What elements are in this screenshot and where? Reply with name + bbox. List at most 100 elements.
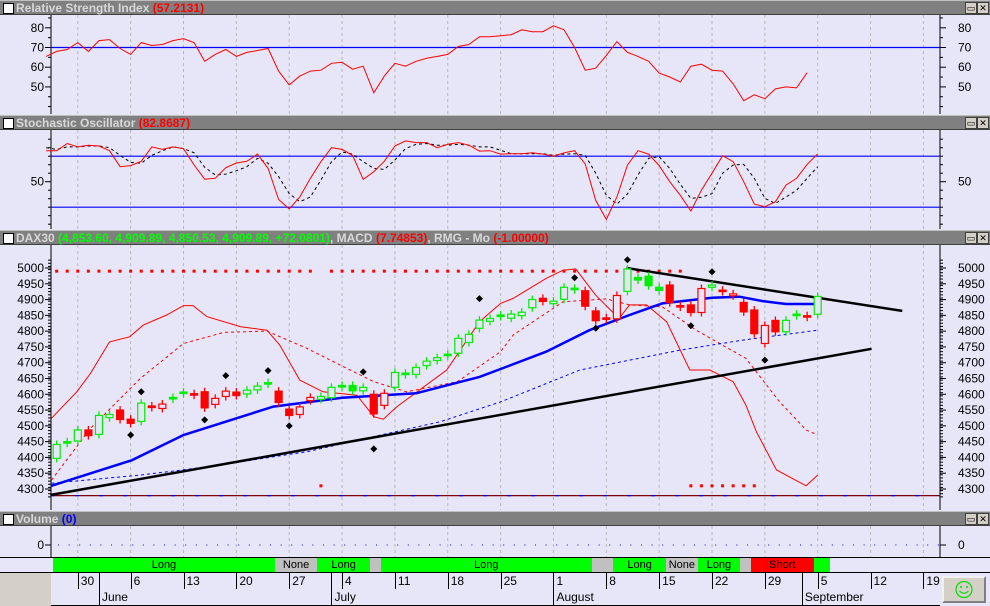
volume-close-button[interactable]: ✕ (977, 513, 989, 525)
volume-zero-dot (757, 544, 759, 546)
candle-body (105, 413, 114, 419)
candle-body (316, 395, 326, 400)
rsi-panel-checkbox[interactable] (3, 3, 14, 14)
top-signal-dot (414, 269, 418, 273)
stochastic-title: Stochastic Oscillator (16, 116, 136, 130)
date-tick-label: 25 (500, 573, 517, 589)
volume-zero-dot (439, 544, 441, 546)
volume-zero-dot (863, 544, 865, 546)
price-panel-checkbox[interactable] (3, 233, 14, 244)
candle-body (115, 409, 125, 421)
signal-segment-none: None (274, 558, 318, 572)
y-tick-label-left: 0 (37, 538, 44, 552)
rsi-line (45, 25, 808, 102)
bottom-signal-dot (731, 484, 735, 488)
rsi-close-button[interactable]: ✕ (977, 2, 989, 14)
volume-zero-dot (280, 544, 282, 546)
volume-zero-dot (174, 544, 176, 546)
top-signal-dot (446, 269, 450, 273)
volume-zero-dot (460, 544, 462, 546)
volume-zero-dot (577, 544, 579, 546)
top-signal-dot (129, 269, 133, 273)
date-tick-label: 29 (764, 573, 781, 589)
status-button[interactable] (942, 576, 986, 603)
signal-segment-long: Long (613, 558, 667, 572)
top-signal-dot (182, 269, 186, 273)
signal-segment-long: Long (697, 558, 740, 572)
y-tick-label-left: 4350 (17, 466, 44, 480)
stochastic-maximize-button[interactable]: ▭ (965, 117, 977, 129)
signal-segment-none: None (666, 558, 698, 572)
volume-zero-dot (831, 544, 833, 546)
volume-zero-dot (736, 544, 738, 546)
top-signal-dot (256, 269, 259, 273)
top-signal-dot (150, 269, 154, 273)
top-signal-dot (108, 269, 112, 273)
price-panel-title: DAX30 (4,853.60, 4,909.89, 4,850.53, 4,9… (16, 231, 549, 245)
price-close-button[interactable]: ✕ (977, 232, 989, 244)
volume-zero-dot (450, 544, 452, 546)
candle-body (433, 357, 442, 362)
slow-moving-average (51, 329, 818, 484)
volume-zero-dot (68, 544, 70, 546)
volume-zero-dot (238, 544, 240, 546)
date-tick-label: 30 (77, 573, 94, 589)
volume-zero-dot (609, 544, 611, 546)
top-signal-dot (224, 269, 228, 273)
volume-maximize-button[interactable]: ▭ (965, 513, 977, 525)
signal-diamond (201, 416, 209, 424)
bottom-signal-dot (710, 484, 714, 488)
candle-body (411, 366, 421, 375)
candle-body (485, 317, 495, 322)
candle-body (295, 406, 304, 416)
volume-zero-dot (800, 544, 801, 546)
volume-zero-dot (588, 544, 589, 546)
date-tick-label: 22 (712, 573, 728, 589)
volume-zero-dot (492, 544, 494, 546)
candle-body (126, 418, 135, 424)
candle-body (464, 333, 473, 344)
y-tick-label-right: 60 (958, 60, 972, 74)
candle-body (739, 301, 748, 313)
volume-zero-dot (301, 544, 303, 546)
bottom-signal-dot (319, 484, 323, 488)
top-signal-dot (594, 269, 598, 273)
volume-zero-dot (142, 544, 144, 546)
y-tick-label-right: 4700 (958, 356, 985, 370)
candle-body (612, 294, 621, 320)
panel-background (0, 130, 990, 229)
top-signal-dot (403, 269, 407, 273)
top-signal-dot (425, 269, 429, 273)
y-tick-label-right: 4600 (958, 387, 985, 401)
signal-segment-long: Long (52, 558, 275, 572)
volume-zero-dot (89, 544, 91, 546)
candle-body (665, 284, 674, 304)
signal-diamond (623, 256, 631, 264)
signal-bar: Long None Long Long Long None Long Short (0, 557, 990, 573)
top-signal-dot (393, 269, 397, 273)
volume-zero-dot (100, 544, 102, 546)
rsi-maximize-button[interactable]: ▭ (965, 2, 977, 14)
candle-body (644, 275, 653, 287)
volume-zero-dot (217, 544, 218, 546)
candle-body (581, 290, 590, 307)
top-signal-dot (668, 269, 672, 273)
stochastic-close-button[interactable]: ✕ (977, 117, 989, 129)
panel-background (0, 245, 990, 510)
price-maximize-button[interactable]: ▭ (965, 232, 977, 244)
top-signal-dot (298, 269, 302, 273)
y-tick-label-left: 4950 (17, 277, 44, 291)
volume-zero-dot (651, 544, 653, 546)
candle-body (633, 276, 643, 281)
candle-body (676, 304, 685, 308)
candle-body (63, 441, 72, 444)
volume-panel-checkbox[interactable] (3, 514, 14, 525)
stochastic-panel-checkbox[interactable] (3, 118, 14, 129)
y-tick-label-right: 4450 (958, 435, 985, 449)
bottom-signal-dot (699, 484, 703, 488)
y-tick-label-right: 4400 (958, 450, 985, 464)
y-tick-label-left: 70 (31, 41, 45, 55)
volume-zero-dot (259, 544, 261, 546)
date-axis-months: June July August September (51, 589, 940, 606)
